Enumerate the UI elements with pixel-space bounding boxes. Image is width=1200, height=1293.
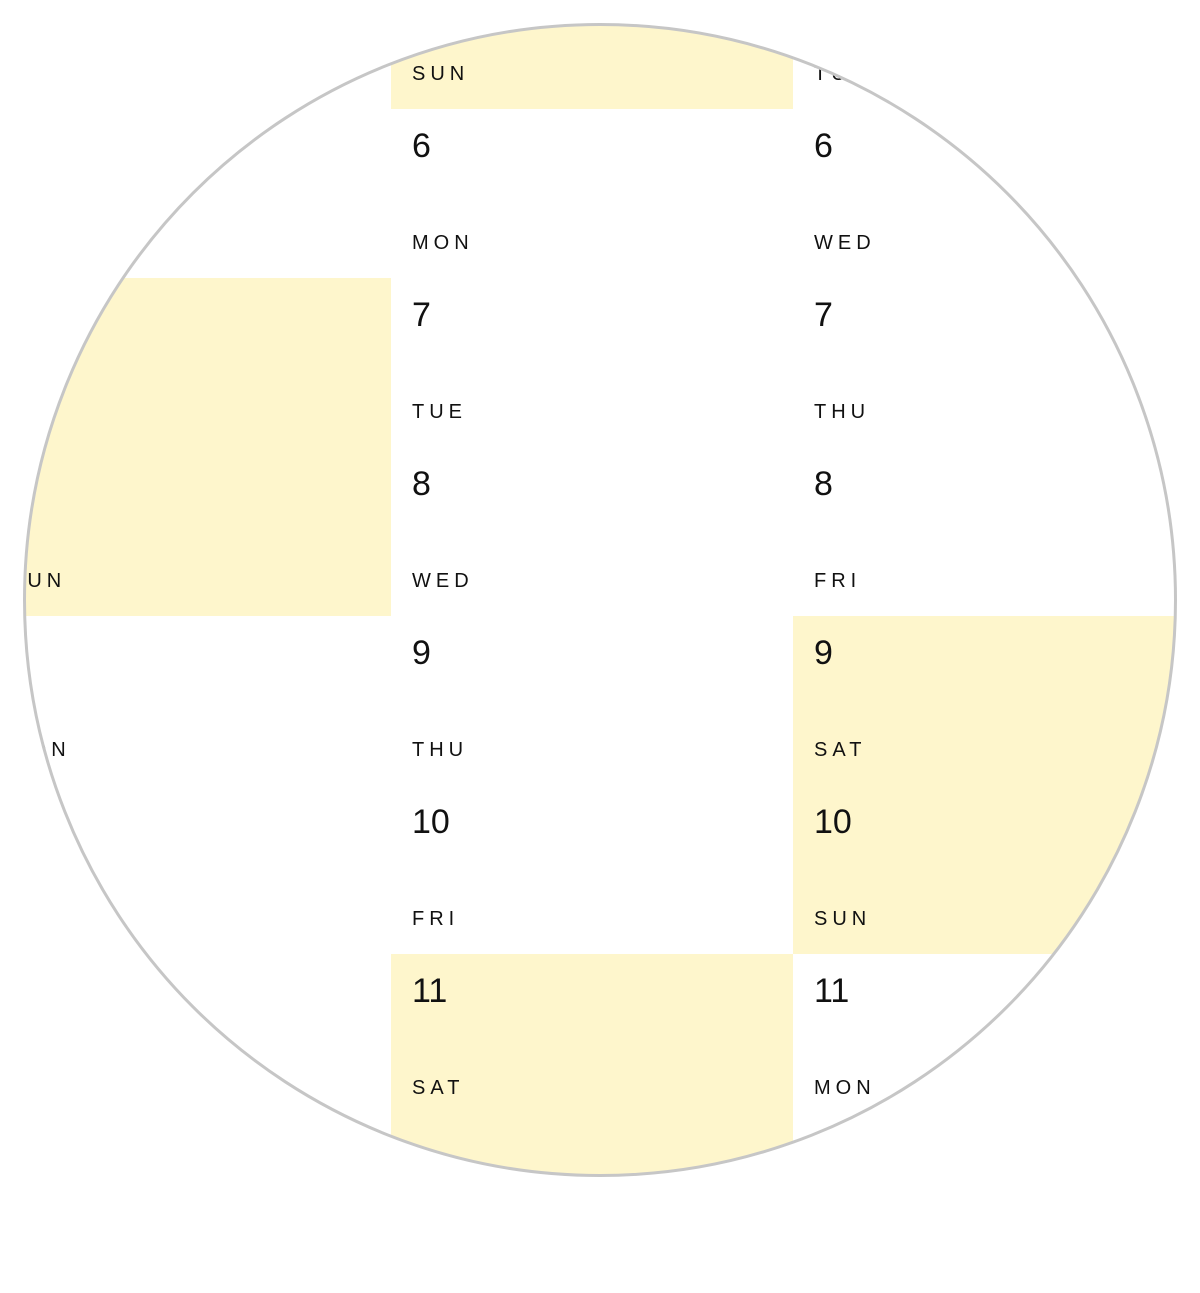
calendar-day-cell[interactable]: TUE: [793, 25, 1175, 110]
calendar-day-cell[interactable]: 10 FRI: [391, 785, 794, 955]
calendar-day-cell[interactable]: 8 FRI: [793, 447, 1175, 617]
weekday-label: SUN: [412, 63, 470, 85]
day-number: 6: [412, 127, 431, 165]
weekday-label: SUN: [814, 908, 872, 930]
calendar-magnifier: SUN MON SUN 6 MON 7 TUE 8 WED 9 THU 10 FRI 11 SAT TUE 6 W…: [9, 25, 1175, 1175]
day-number: 7: [814, 296, 833, 334]
weekday-label: MON: [9, 739, 71, 761]
weekday-label: TUE: [412, 401, 467, 423]
calendar-day-cell[interactable]: 7 THU: [793, 278, 1175, 448]
weekday-label: TUE: [814, 63, 869, 85]
calendar-day-cell[interactable]: [25, 109, 392, 279]
calendar-day-cell[interactable]: 11 MON: [793, 954, 1175, 1124]
calendar-day-cell[interactable]: [793, 1123, 1175, 1175]
weekday-label: THU: [412, 739, 469, 761]
calendar-day-cell[interactable]: [25, 785, 392, 955]
calendar-day-cell[interactable]: 9 THU: [391, 616, 794, 786]
day-number: 6: [814, 127, 833, 165]
weekday-label: FRI: [814, 570, 862, 592]
calendar-day-cell[interactable]: 6 WED: [793, 109, 1175, 279]
weekday-label: MON: [412, 232, 474, 254]
day-number: 11: [412, 972, 448, 1010]
day-number: 10: [412, 803, 450, 841]
day-number: 8: [412, 465, 431, 503]
weekday-label: SUN: [9, 570, 67, 592]
calendar-day-cell[interactable]: 8 WED: [391, 447, 794, 617]
day-number: 8: [814, 465, 833, 503]
calendar-day-cell[interactable]: [25, 278, 392, 448]
calendar-day-cell[interactable]: [25, 25, 392, 110]
weekday-label: FRI: [412, 908, 460, 930]
weekday-label: SAT: [412, 1077, 465, 1099]
day-number: 11: [814, 972, 850, 1010]
calendar-day-cell[interactable]: [391, 1123, 794, 1175]
weekday-label: THU: [814, 401, 871, 423]
weekday-label: MON: [814, 1077, 876, 1099]
day-number: 9: [814, 634, 833, 672]
calendar-day-cell[interactable]: 11 SAT: [391, 954, 794, 1124]
calendar-day-cell[interactable]: SUN: [9, 447, 392, 617]
day-number: 9: [412, 634, 431, 672]
day-number: 10: [814, 803, 852, 841]
weekday-label: WED: [814, 232, 876, 254]
calendar-day-cell[interactable]: 10 SUN: [793, 785, 1175, 955]
calendar-day-cell[interactable]: 6 MON: [391, 109, 794, 279]
calendar-day-cell[interactable]: [25, 1123, 392, 1175]
day-number: 7: [412, 296, 431, 334]
calendar-day-cell[interactable]: 9 SAT: [793, 616, 1175, 786]
calendar-day-cell[interactable]: [25, 954, 392, 1124]
calendar-day-cell[interactable]: 7 TUE: [391, 278, 794, 448]
weekday-label: SAT: [814, 739, 867, 761]
weekday-label: WED: [412, 570, 474, 592]
calendar-day-cell[interactable]: SUN: [391, 25, 794, 110]
calendar-day-cell[interactable]: MON: [9, 616, 392, 786]
